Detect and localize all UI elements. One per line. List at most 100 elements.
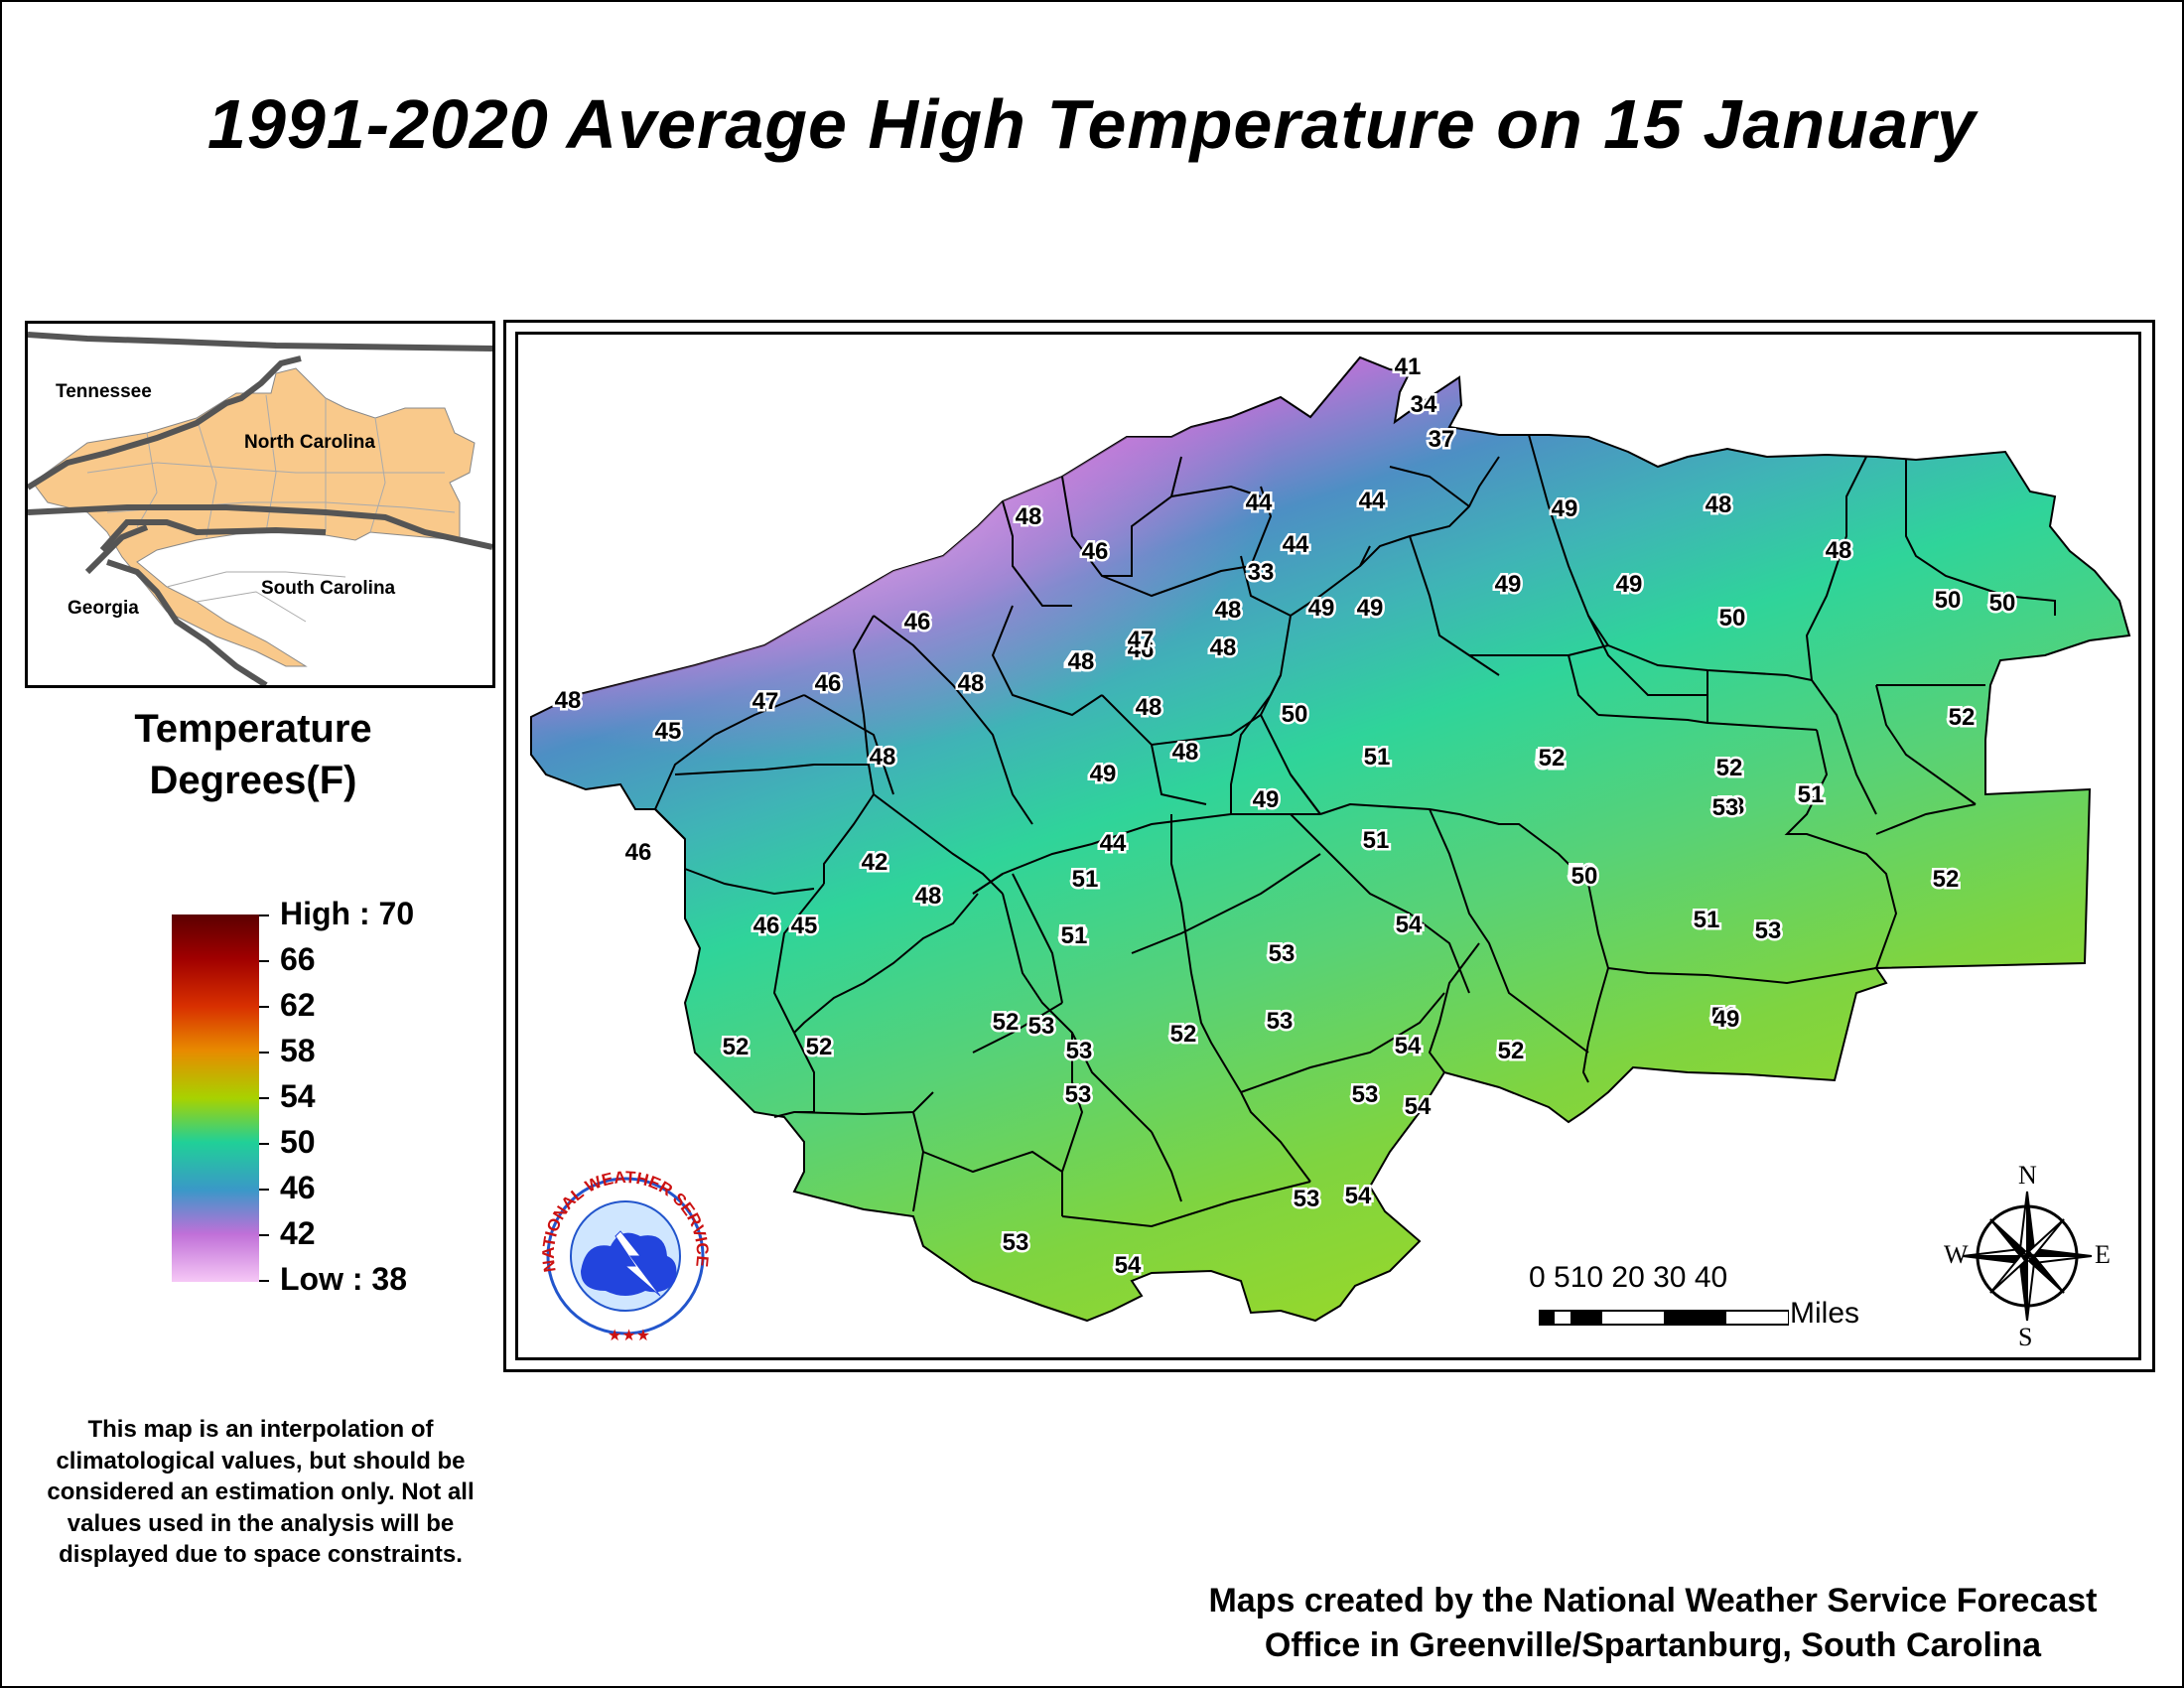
legend-label: High : 70 <box>280 896 415 931</box>
temperature-value-label: 44 <box>1359 488 1386 514</box>
temperature-value-label: 44 <box>1246 490 1273 516</box>
temperature-value-label: 45 <box>791 913 818 939</box>
temperature-value-label: 53 <box>1712 794 1739 821</box>
temperature-value-label: 46 <box>1082 538 1109 565</box>
credit-line2: Office in Greenville/Spartanburg, South … <box>1264 1626 2042 1664</box>
legend-tick <box>259 1097 269 1099</box>
temperature-values: 41 34 37 44 44 44 33 49 48 49 48 48 46 48 49 49 49 50 48 50… <box>552 352 2018 1282</box>
temperature-value-label: 54 <box>1395 1033 1422 1059</box>
compass-rose-icon <box>1962 1191 2093 1322</box>
temperature-value-label: 54 <box>1405 1093 1432 1120</box>
map-frame-outer <box>503 320 2155 1372</box>
temperature-value-label: 53 <box>1003 1229 1029 1256</box>
legend-label: 66 <box>280 941 316 977</box>
temperature-value-label: 53 <box>1028 1013 1055 1040</box>
temperature-value-label: 49 <box>1308 595 1335 622</box>
temperature-value-label: 50 <box>1935 587 1962 614</box>
temperature-value-label: 46 <box>904 609 931 635</box>
temperature-value-label: 47 <box>1128 627 1155 653</box>
scale-bar: 0 510 20 30 40 Miles <box>1529 1261 1859 1330</box>
temperature-value-label: 51 <box>1363 827 1390 854</box>
map-title: 1991-2020 Average High Temperature on 15… <box>207 85 1977 163</box>
temperature-value-label: 49 <box>1090 761 1117 787</box>
temperature-value-label: 37 <box>1429 426 1455 453</box>
temperature-value-label: 48 <box>555 687 582 714</box>
legend-tick <box>259 1234 269 1236</box>
temperature-value-label: 51 <box>1798 781 1825 808</box>
north-arrow-compass: N S W E <box>1944 1162 2111 1350</box>
legend-title-line2: Degrees(F) <box>149 759 357 802</box>
map-frame-inner <box>515 332 2141 1360</box>
temperature-value-label: 50 <box>1570 861 1596 888</box>
nws-logo: NATIONAL WEATHER SERVICE ★★★ <box>539 1168 712 1344</box>
temperature-value-label: 54 <box>1345 1183 1372 1209</box>
temperature-value-label: 49 <box>1552 495 1578 522</box>
temperature-value-label: 34 <box>1411 391 1437 418</box>
temperature-value-label: 48 <box>1826 537 1852 564</box>
legend-title: Temperature Degrees(F) <box>60 703 447 806</box>
temperature-value-label: 46 <box>753 913 780 939</box>
temperature-value-label: 46 <box>625 839 652 866</box>
credit-text: Maps created by the National Weather Ser… <box>1132 1579 2174 1668</box>
legend-tick <box>259 1189 269 1191</box>
temperature-value-label: 50 <box>1571 863 1598 890</box>
legend-label: 46 <box>280 1170 316 1205</box>
temperature-value-label: 52 <box>1797 781 1824 808</box>
scale-ticks: 0 510 20 30 40 <box>1529 1261 1728 1294</box>
temperature-value-label: 52 <box>1537 747 1564 774</box>
temperature-value-label: 48 <box>1215 597 1242 624</box>
temperature-value-label: 53 <box>1066 1038 1093 1064</box>
temperature-value-label: 54 <box>1115 1252 1142 1279</box>
temperature-value-label: 50 <box>1282 701 1308 728</box>
temperature-value-label: 46 <box>815 670 842 697</box>
temperature-value-label: 49 <box>1495 571 1522 598</box>
temperature-value-label: 52 <box>1170 1021 1197 1048</box>
legend-label: 58 <box>280 1033 316 1068</box>
legend-label: 54 <box>280 1078 316 1114</box>
temperature-value-label: 51 <box>1364 744 1391 771</box>
legend-tick <box>259 914 269 916</box>
inset-label-tennessee: Tennessee <box>56 381 152 402</box>
temperature-value-label: 51 <box>1694 907 1720 933</box>
inset-label-georgia: Georgia <box>68 598 139 619</box>
temperature-value-label: 48 <box>1706 492 1732 518</box>
temperature-value-label: 48 <box>1136 694 1162 721</box>
inset-map-svg: Tennessee North Carolina Georgia South C… <box>28 332 492 685</box>
compass-w: W <box>1944 1240 1969 1269</box>
temperature-value-label: 52 <box>993 1009 1020 1036</box>
legend-label: 62 <box>280 987 316 1023</box>
legend-tick <box>259 1280 269 1282</box>
inset-label-north-carolina: North Carolina <box>244 432 375 453</box>
temperature-value-label: 49 <box>1616 571 1643 598</box>
compass-s: S <box>2018 1323 2032 1350</box>
credit-line1: Maps created by the National Weather Ser… <box>1208 1582 2098 1619</box>
temperature-value-label: 51 <box>1061 922 1088 949</box>
legend-color-ramp <box>172 914 259 1282</box>
star-icon: ★★★ <box>608 1328 650 1344</box>
temperature-value-label: 49 <box>1357 595 1384 622</box>
temperature-value-label: 54 <box>1396 912 1423 938</box>
temperature-value-label: 52 <box>1716 755 1743 781</box>
temperature-value-label: 53 <box>1065 1081 1092 1108</box>
temperature-value-label: 42 <box>862 849 888 876</box>
temperature-value-label: 48 <box>870 744 896 771</box>
temperature-value-label: 52 <box>1498 1038 1525 1064</box>
legend-tick <box>259 1143 269 1145</box>
mountain-shading <box>531 357 1461 894</box>
legend-label: Low : 38 <box>280 1261 408 1297</box>
temperature-value-label: 44 <box>1100 830 1127 857</box>
temperature-value-label: 48 <box>915 883 942 910</box>
legend-tick <box>259 1006 269 1008</box>
temperature-value-label: 33 <box>1248 559 1275 586</box>
legend-title-line1: Temperature <box>134 707 372 751</box>
temperature-value-label: 51 <box>1711 1003 1738 1030</box>
temperature-value-label: 53 <box>1294 1186 1320 1212</box>
scale-bar-graphic <box>1539 1310 1789 1326</box>
scale-unit: Miles <box>1790 1297 1860 1330</box>
inset-locator-map: Tennessee North Carolina Georgia South C… <box>25 321 495 688</box>
temperature-value-label: 45 <box>655 718 682 745</box>
temperature-value-label: 52 <box>1949 704 1976 731</box>
temperature-value-label: 48 <box>1172 739 1199 766</box>
temperature-value-label: 48 <box>1068 648 1095 675</box>
temperature-value-label: 47 <box>752 688 779 715</box>
